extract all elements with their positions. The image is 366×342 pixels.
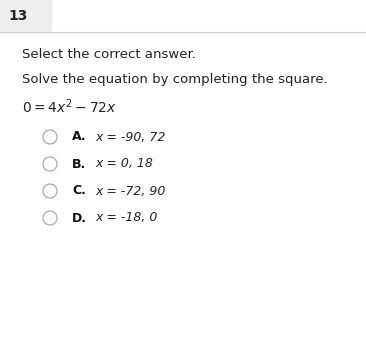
Text: B.: B. (72, 158, 86, 171)
FancyBboxPatch shape (0, 0, 52, 32)
Text: x = -72, 90: x = -72, 90 (95, 184, 165, 197)
Text: 13: 13 (8, 9, 27, 23)
Text: Select the correct answer.: Select the correct answer. (22, 48, 196, 61)
Text: A.: A. (72, 131, 87, 144)
Text: C.: C. (72, 184, 86, 197)
Text: Solve the equation by completing the square.: Solve the equation by completing the squ… (22, 74, 328, 87)
Text: D.: D. (72, 211, 87, 224)
Text: x = -18, 0: x = -18, 0 (95, 211, 157, 224)
Text: $0 = 4x^2 - 72x$: $0 = 4x^2 - 72x$ (22, 98, 117, 116)
Text: x = -90, 72: x = -90, 72 (95, 131, 165, 144)
Text: x = 0, 18: x = 0, 18 (95, 158, 153, 171)
